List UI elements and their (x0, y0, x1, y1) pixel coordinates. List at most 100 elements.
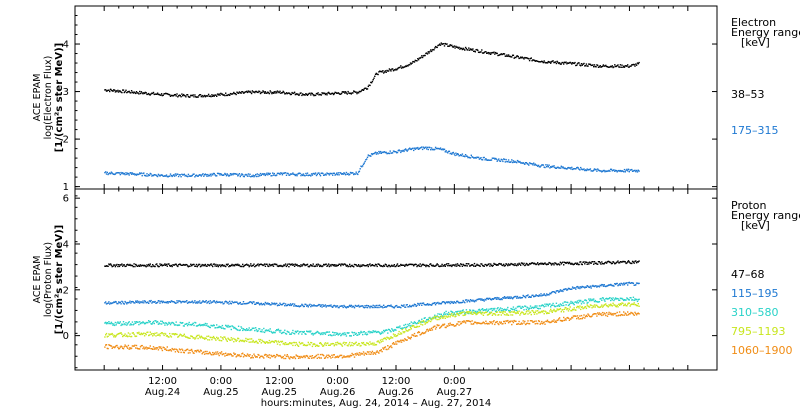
data-point (356, 265, 358, 267)
data-point (451, 44, 453, 46)
data-point (266, 330, 268, 332)
data-point (484, 263, 486, 266)
data-point (286, 343, 288, 345)
data-point (141, 333, 143, 336)
data-point (631, 303, 634, 305)
data-point (606, 285, 609, 287)
data-point (263, 263, 266, 265)
data-point (184, 335, 186, 337)
data-point (427, 304, 429, 306)
data-point (417, 332, 419, 334)
data-point (558, 167, 560, 169)
data-point (422, 321, 425, 323)
data-point (203, 324, 206, 326)
data-point (289, 356, 292, 358)
data-point (465, 155, 468, 157)
data-point (498, 308, 501, 310)
data-point (313, 357, 315, 359)
data-point (372, 344, 374, 346)
data-point (322, 304, 324, 306)
data-point (433, 265, 435, 267)
data-point (541, 304, 544, 306)
data-point (430, 147, 433, 149)
data-point (486, 159, 489, 161)
data-point (355, 332, 357, 335)
data-point (498, 263, 500, 265)
data-point (331, 263, 333, 266)
data-point (323, 92, 325, 94)
data-point (444, 326, 446, 329)
data-point (561, 320, 563, 322)
data-point (470, 154, 472, 156)
data-point (306, 344, 308, 347)
data-point (617, 170, 619, 172)
data-point (597, 312, 599, 314)
data-point (349, 171, 352, 174)
data-point (108, 344, 110, 346)
data-point (239, 339, 241, 342)
data-point (225, 173, 227, 175)
data-point (570, 310, 572, 312)
data-point (562, 261, 564, 263)
data-point (227, 353, 229, 355)
data-point (392, 306, 395, 309)
data-point (563, 319, 566, 322)
data-point (479, 311, 481, 313)
data-point (605, 170, 607, 172)
data-point (595, 66, 597, 68)
data-point (391, 328, 393, 330)
data-point (585, 307, 588, 310)
data-point (187, 95, 190, 98)
data-point (278, 329, 280, 332)
data-point (549, 167, 551, 169)
data-point (411, 325, 413, 328)
data-point (557, 290, 559, 292)
data-point (133, 345, 135, 347)
data-point (466, 301, 468, 303)
data-point (298, 306, 301, 308)
data-point (278, 91, 280, 94)
data-point (631, 299, 634, 301)
data-point (447, 313, 449, 316)
data-point (550, 321, 552, 324)
data-point (340, 354, 343, 357)
data-point (137, 92, 139, 94)
data-point (577, 317, 579, 319)
data-point (499, 322, 502, 324)
data-point (523, 322, 525, 324)
data-point (207, 300, 210, 303)
data-point (501, 53, 503, 56)
data-point (371, 331, 374, 334)
data-point (445, 310, 447, 313)
data-point (293, 356, 295, 358)
data-point (309, 303, 311, 306)
data-point (207, 352, 210, 355)
data-point (321, 353, 323, 356)
data-point (300, 264, 302, 266)
data-point (253, 327, 255, 329)
data-point (122, 334, 125, 337)
data-point (609, 170, 611, 172)
data-point (516, 295, 519, 298)
data-point (278, 355, 280, 357)
data-point (466, 49, 468, 51)
data-point (167, 302, 169, 304)
data-point (546, 303, 548, 305)
data-point (208, 351, 211, 353)
data-point (553, 291, 555, 293)
data-point (637, 169, 639, 171)
data-point (580, 63, 583, 65)
data-point (430, 319, 433, 321)
data-point (443, 324, 445, 326)
data-point (277, 328, 280, 330)
data-point (362, 305, 364, 307)
data-point (422, 302, 425, 304)
data-point (224, 94, 226, 97)
data-point (249, 329, 251, 332)
data-point (505, 296, 507, 299)
data-point (565, 168, 567, 170)
data-point (335, 306, 337, 308)
data-point (541, 164, 544, 166)
data-point (411, 324, 413, 327)
data-point (379, 342, 381, 344)
